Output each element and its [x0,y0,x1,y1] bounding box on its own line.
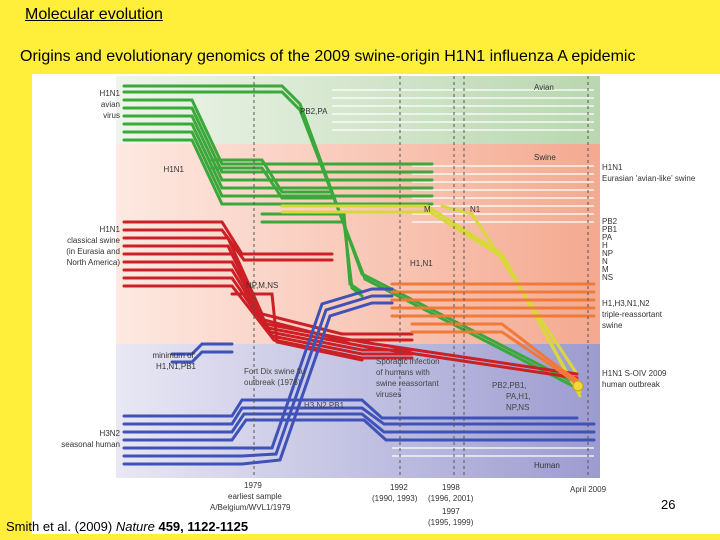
classical-label-3: (in Eurasia and [66,247,120,256]
m-label: M [424,205,431,214]
time-1979-sample: A/Belgium/WVL1/1979 [210,503,291,512]
time-1979-caption: earliest sample [228,492,282,501]
segment-pa: PA [602,233,613,242]
slide-header: Molecular evolution [25,6,163,23]
citation-journal: Nature [115,519,155,534]
avian-label-1: H1N1 [100,89,121,98]
pb2pb1-label-2: PA,H1, [506,392,531,401]
segment-ns: NS [602,273,613,282]
time-1997-range: (1995, 1999) [428,518,474,527]
outbreak-point [572,380,584,392]
n1-label: N1 [470,205,481,214]
time-1979: 1979 [244,481,262,490]
h3n2pb1-label: H3,N2,PB1 [304,401,345,410]
page-number: 26 [661,497,676,512]
triple-label-1: H1,H3,N1,N2 [602,299,650,308]
fort-dix-label-1: Fort Dix swine flu [244,367,305,376]
time-1992-range: (1990, 1993) [372,494,418,503]
classical-label-1: H1N1 [100,225,121,234]
avian-band-label: Avian [534,83,554,92]
citation-authors: Smith et al. (2009) [6,519,116,534]
avian-label-3: virus [103,111,120,120]
time-1997: 1997 [442,507,460,516]
npmns-label: NP,M,NS [246,281,278,290]
triple-label-2: triple-reassortant [602,310,663,319]
classical-label-4: North America) [67,258,121,267]
segment-m: M [602,265,609,274]
classical-label-2: classical swine [67,236,120,245]
red-lineages [122,220,579,380]
citation-details: 459, 1122-1125 [154,519,249,534]
time-lines [253,76,589,478]
evolution-figure: H1N1 avian virus H1N1 H1N1 classical swi… [32,74,720,534]
time-1992: 1992 [390,483,408,492]
pb2pb1-label-1: PB2,PB1, [492,381,527,390]
pb2pb1-label-3: NP,NS [506,403,529,412]
swine-band [116,144,600,344]
h3n2-label-1: H3N2 [100,429,121,438]
slide-title: Origins and evolutionary genomics of the… [20,48,636,65]
eurasian-label-1: H1N1 [602,163,623,172]
right-labels: H1N1 Eurasian 'avian-like' swine PB2 PB1… [602,163,696,389]
avian-label-2: avian [101,100,120,109]
green-lineages [122,84,579,390]
minimum-label-2: H1,N1,PB1 [156,362,197,371]
h1n1-inner-label: H1,N1 [410,259,433,268]
sporadic-label-2: of humans with [376,368,430,377]
segment-pb1: PB1 [602,225,618,234]
time-1998-range: (1996, 2001) [428,494,474,503]
segment-pb2: PB2 [602,217,618,226]
evolution-diagram: H1N1 avian virus H1N1 H1N1 classical swi… [61,76,696,527]
eurasian-label-2: Eurasian 'avian-like' swine [602,174,696,183]
sporadic-label-1: Sporadic infection [376,357,440,366]
h3n2-label-2: seasonal human [61,440,120,449]
timeline-labels: 1979 earliest sample A/Belgium/WVL1/1979… [210,481,607,527]
triple-label-3: swine [602,321,623,330]
minimum-label-1: minimum of: [152,351,196,360]
sporadic-label-4: viruses [376,390,401,399]
fort-dix-label-2: outbreak (1976) [244,378,301,387]
citation: Smith et al. (2009) Nature 459, 1122-112… [6,519,248,534]
segment-n: N [602,257,608,266]
time-1998: 1998 [442,483,460,492]
segment-h: H [602,241,608,250]
outbreak-label-1: H1N1 S-OIV 2009 [602,369,667,378]
segment-np: NP [602,249,613,258]
sporadic-label-3: swine reassortant [376,379,439,388]
human-band-label: Human [534,461,560,470]
orange-lineages [390,282,596,386]
inner-labels: PB2,PA M N1 H1,N1 NP,M,NS Fort Dix swine… [244,107,531,412]
swine-band-label: Swine [534,153,556,162]
left-labels: H1N1 avian virus H1N1 H1N1 classical swi… [61,89,196,449]
pb2pa-label: PB2,PA [300,107,328,116]
blue-lineages [122,287,596,466]
time-2009: April 2009 [570,485,607,494]
outbreak-label-2: human outbreak [602,380,661,389]
h1n1-label: H1N1 [164,165,185,174]
